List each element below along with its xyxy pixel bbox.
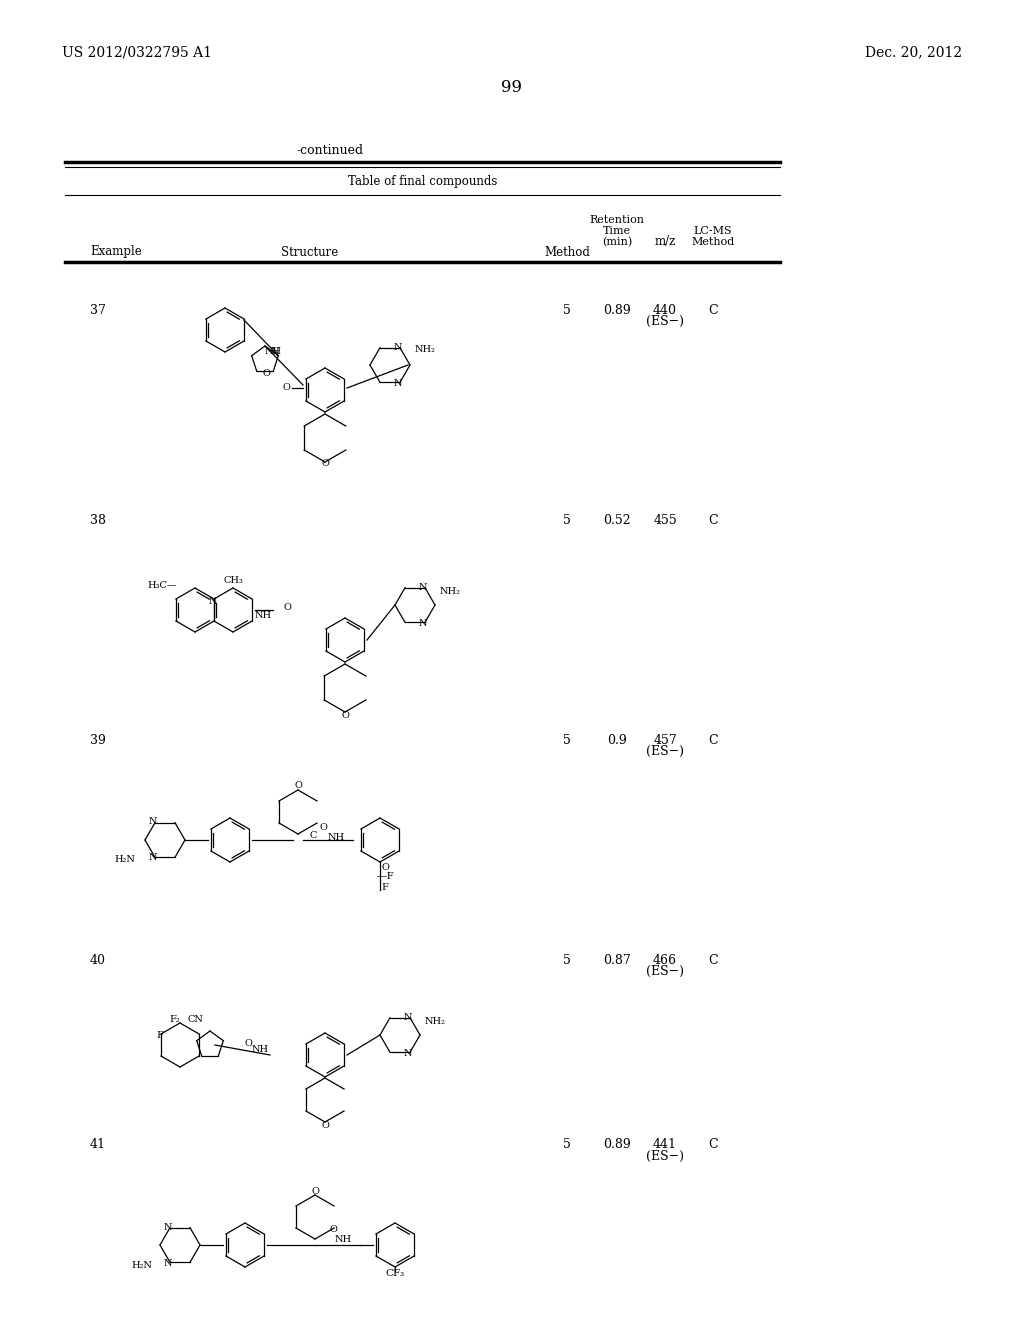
Text: H₂N: H₂N xyxy=(114,855,135,865)
Text: 5: 5 xyxy=(563,734,571,747)
Text: C: C xyxy=(709,513,718,527)
Text: 455: 455 xyxy=(653,513,677,527)
Text: Table of final compounds: Table of final compounds xyxy=(348,176,498,189)
Text: Method: Method xyxy=(544,246,590,259)
Text: US 2012/0322795 A1: US 2012/0322795 A1 xyxy=(62,45,212,59)
Text: (ES−): (ES−) xyxy=(646,965,684,978)
Text: O: O xyxy=(322,1122,329,1130)
Text: O: O xyxy=(319,824,327,833)
Text: 5: 5 xyxy=(563,513,571,527)
Text: NH: NH xyxy=(254,610,271,619)
Text: Example: Example xyxy=(90,246,141,259)
Text: (ES−): (ES−) xyxy=(646,1150,684,1163)
Text: 441: 441 xyxy=(653,1138,677,1151)
Text: m/z: m/z xyxy=(654,235,676,248)
Text: 457: 457 xyxy=(653,734,677,747)
Text: C: C xyxy=(709,304,718,317)
Text: Structure: Structure xyxy=(282,246,339,259)
Text: 41: 41 xyxy=(90,1138,106,1151)
Text: 37: 37 xyxy=(90,304,105,317)
Text: 0.52: 0.52 xyxy=(603,513,631,527)
Text: NH: NH xyxy=(335,1236,352,1245)
Text: (ES−): (ES−) xyxy=(646,744,684,758)
Text: NH₂: NH₂ xyxy=(415,346,436,355)
Text: H₃C—: H₃C— xyxy=(147,581,177,590)
Text: NH₂: NH₂ xyxy=(440,586,461,595)
Text: 0.87: 0.87 xyxy=(603,953,631,966)
Text: N: N xyxy=(394,342,402,351)
Text: NH₂: NH₂ xyxy=(425,1016,445,1026)
Text: (ES−): (ES−) xyxy=(646,314,684,327)
Text: 99: 99 xyxy=(502,79,522,96)
Text: C: C xyxy=(709,734,718,747)
Text: O: O xyxy=(283,384,290,392)
Text: O: O xyxy=(322,459,329,469)
Text: 5: 5 xyxy=(563,1138,571,1151)
Text: Method: Method xyxy=(691,238,734,247)
Text: N: N xyxy=(164,1258,172,1267)
Text: ―F
F: ―F F xyxy=(377,873,393,892)
Text: CN: CN xyxy=(187,1015,203,1024)
Text: O: O xyxy=(381,863,389,873)
Text: C: C xyxy=(309,830,316,840)
Text: 0.89: 0.89 xyxy=(603,304,631,317)
Text: 0.89: 0.89 xyxy=(603,1138,631,1151)
Text: NH: NH xyxy=(252,1045,268,1055)
Text: N: N xyxy=(148,854,158,862)
Text: O: O xyxy=(311,1187,318,1196)
Text: O: O xyxy=(341,710,349,719)
Text: NH: NH xyxy=(328,833,345,842)
Text: NH: NH xyxy=(264,346,282,355)
Text: N: N xyxy=(394,379,402,388)
Text: O: O xyxy=(244,1039,252,1048)
Text: CH₃: CH₃ xyxy=(223,576,243,585)
Text: N: N xyxy=(419,619,427,627)
Text: C: C xyxy=(709,953,718,966)
Text: N: N xyxy=(403,1012,413,1022)
Text: N: N xyxy=(270,346,280,355)
Text: -continued: -continued xyxy=(296,144,364,157)
Text: H₂N: H₂N xyxy=(131,1261,152,1270)
Text: (min): (min) xyxy=(602,236,632,247)
Text: 466: 466 xyxy=(653,953,677,966)
Text: 5: 5 xyxy=(563,304,571,317)
Text: N: N xyxy=(148,817,158,826)
Text: N: N xyxy=(164,1222,172,1232)
Text: O: O xyxy=(262,368,270,378)
Text: Retention: Retention xyxy=(590,215,644,224)
Text: N: N xyxy=(209,598,217,606)
Text: O: O xyxy=(294,781,302,791)
Text: C: C xyxy=(709,1138,718,1151)
Text: 39: 39 xyxy=(90,734,105,747)
Text: LC-MS: LC-MS xyxy=(693,226,732,236)
Text: 5: 5 xyxy=(563,953,571,966)
Text: N: N xyxy=(403,1048,413,1057)
Text: F: F xyxy=(157,1031,164,1040)
Text: F₂: F₂ xyxy=(170,1015,180,1024)
Text: 0.9: 0.9 xyxy=(607,734,627,747)
Text: CF₃: CF₃ xyxy=(385,1269,404,1278)
Text: N: N xyxy=(419,582,427,591)
Text: 40: 40 xyxy=(90,953,106,966)
Text: 440: 440 xyxy=(653,304,677,317)
Text: Dec. 20, 2012: Dec. 20, 2012 xyxy=(865,45,962,59)
Text: 38: 38 xyxy=(90,513,106,527)
Text: O: O xyxy=(330,1225,338,1234)
Text: Time: Time xyxy=(603,226,631,236)
Text: O: O xyxy=(283,602,291,611)
